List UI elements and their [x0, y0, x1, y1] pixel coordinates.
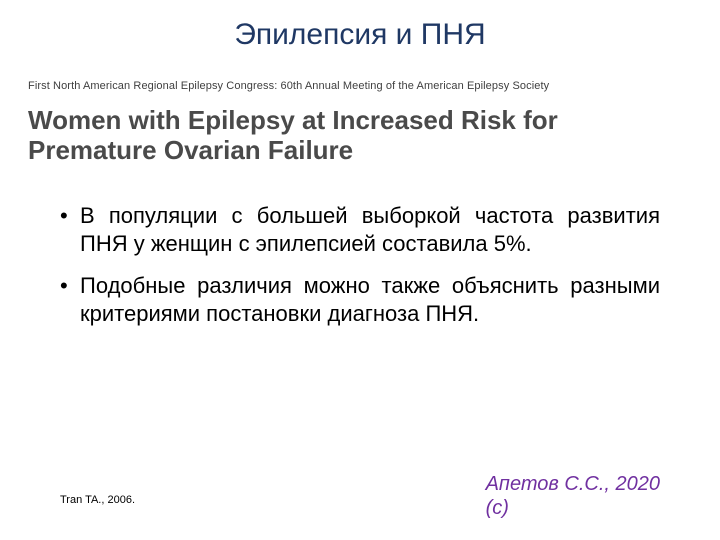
congress-subheading: First North American Regional Epilepsy C… [0, 62, 720, 92]
list-item: В популяции с большей выборкой частота р… [60, 202, 660, 258]
slide-title: Эпилепсия и ПНЯ [0, 0, 720, 62]
bullet-list: В популяции с большей выборкой частота р… [0, 172, 720, 329]
reference-left: Tran TA., 2006. [60, 494, 135, 506]
article-headline: Women with Epilepsy at Increased Risk fo… [0, 92, 720, 172]
reference-right: Апетов С.С., 2020 (с) [486, 472, 660, 520]
reference-copyright: (с) [486, 497, 509, 519]
list-item: Подобные различия можно также объяснить … [60, 272, 660, 328]
reference-author: Апетов С.С., 2020 [486, 473, 660, 495]
